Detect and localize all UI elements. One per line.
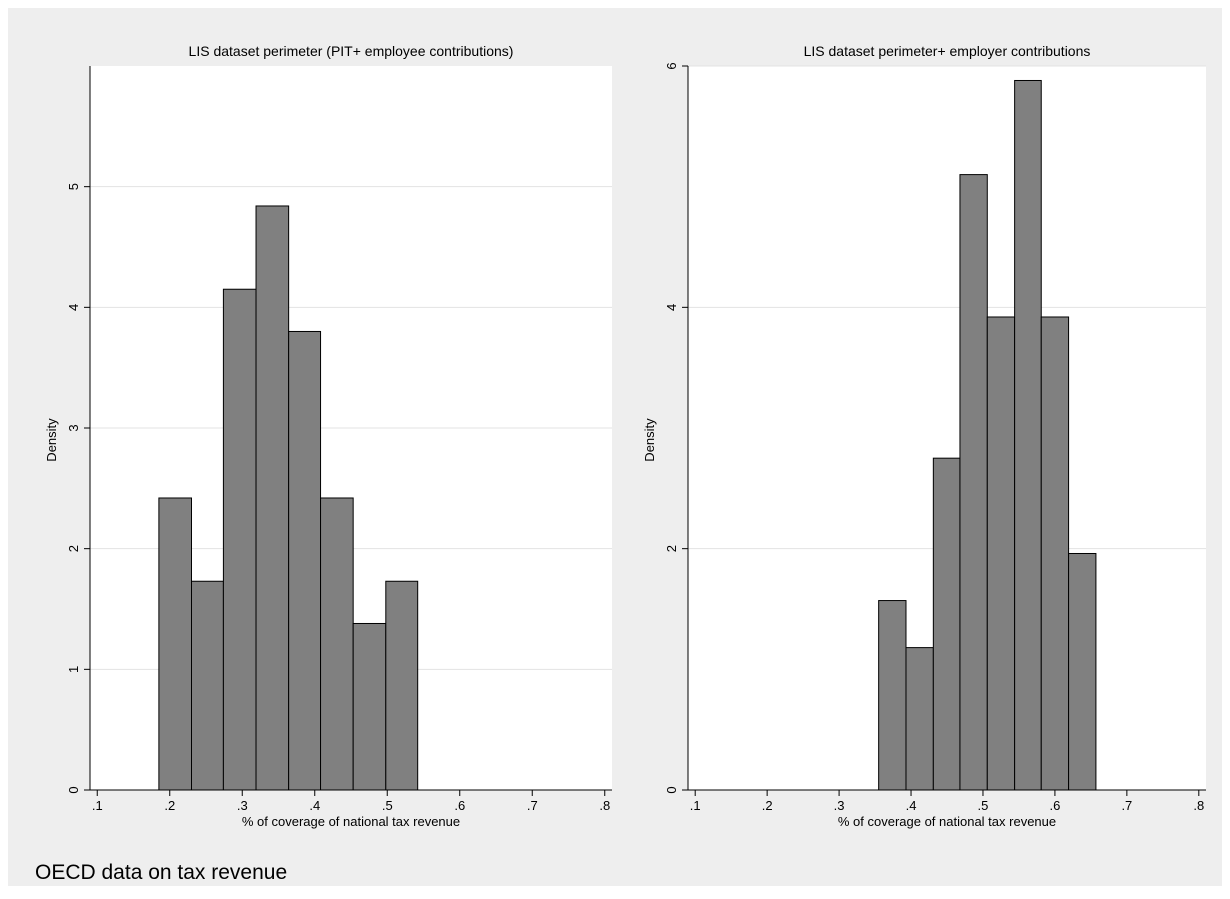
ytick-label-2-0: 0	[664, 786, 679, 793]
ytick-label-1-0: 0	[66, 786, 81, 793]
xtick-label-2-2: .3	[834, 798, 845, 813]
xtick-label-2-3: .4	[906, 798, 917, 813]
ytick-label-1-3: 3	[66, 424, 81, 431]
xtick-label-1-2: .3	[237, 798, 248, 813]
bar-2-1	[878, 600, 907, 791]
xtick-label-2-1: .2	[762, 798, 773, 813]
xtick-label-2-7: .8	[1193, 798, 1204, 813]
xtick-label-1-7: .8	[599, 798, 610, 813]
xtick-label-1-3: .4	[309, 798, 320, 813]
ytick-label-2-2: 4	[664, 304, 679, 311]
ytick-label-1-5: 5	[66, 183, 81, 190]
bar-1-2	[191, 580, 224, 791]
bar-1-8	[385, 580, 419, 791]
y-axis-label-2: Density	[642, 418, 657, 462]
bar-2-2	[905, 647, 934, 791]
bar-2-4	[959, 174, 988, 791]
bar-1-7	[352, 622, 387, 791]
ytick-label-1-2: 2	[66, 545, 81, 552]
bar-1-6	[320, 497, 354, 791]
xtick-label-1-4: .5	[382, 798, 393, 813]
y-axis-label-1: Density	[44, 418, 59, 462]
ytick-label-2-3: 6	[664, 62, 679, 69]
bar-2-8	[1068, 552, 1097, 791]
bar-2-5	[986, 316, 1016, 791]
ytick-label-1-4: 4	[66, 304, 81, 311]
xtick-label-1-1: .2	[164, 798, 175, 813]
xtick-label-2-6: .7	[1121, 798, 1132, 813]
bar-2-6	[1014, 79, 1042, 791]
bar-2-7	[1040, 316, 1070, 791]
ytick-label-2-1: 2	[664, 545, 679, 552]
xtick-label-2-5: .6	[1049, 798, 1060, 813]
xtick-label-1-5: .6	[454, 798, 465, 813]
figure-background: 0 1 2 3 4 5 .1 .2 .3 .4 .5 .6 .7 .8 LIS dataset perime…	[8, 8, 1222, 886]
figure-note: OECD data on tax revenue	[35, 861, 288, 884]
xtick-label-1-0: .1	[92, 798, 103, 813]
bar-1-3	[222, 288, 257, 791]
ytick-label-1-1: 1	[66, 666, 81, 673]
xtick-label-2-0: .1	[690, 798, 701, 813]
chart-title-2: LIS dataset perimeter+ employer contribu…	[804, 43, 1091, 59]
xtick-label-1-6: .7	[527, 798, 538, 813]
bar-2-3	[932, 457, 961, 791]
x-axis-label-1: % of coverage of national tax revenue	[242, 814, 460, 829]
bar-1-4	[255, 205, 290, 791]
x-axis-label-2: % of coverage of national tax revenue	[838, 814, 1056, 829]
bar-1-1	[158, 497, 192, 791]
histogram-figure: 0 1 2 3 4 5 .1 .2 .3 .4 .5 .6 .7 .8 LIS dataset perime…	[44, 43, 1206, 829]
chart-title-1: LIS dataset perimeter (PIT+ employee con…	[189, 43, 514, 59]
xtick-label-2-4: .5	[978, 798, 989, 813]
bar-1-5	[288, 330, 322, 791]
